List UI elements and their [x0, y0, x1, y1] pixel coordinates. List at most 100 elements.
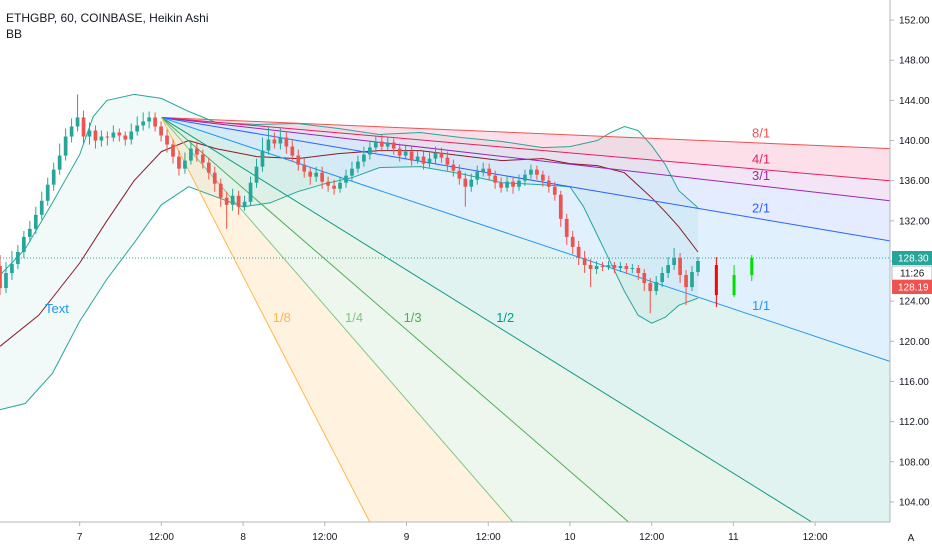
indicator-label[interactable]: BB [6, 27, 23, 41]
last-price-badge: 128.30 [898, 253, 929, 264]
price-tick-label: 136.00 [899, 176, 930, 187]
fan-label-1-1: 1/1 [752, 298, 770, 313]
time-tick-label: 7 [77, 532, 83, 543]
candle [338, 182, 342, 189]
candle [27, 228, 32, 237]
candle [541, 174, 545, 181]
candle [177, 156, 181, 169]
candle [33, 214, 38, 229]
candle [105, 136, 110, 138]
candle [672, 257, 676, 266]
candle [206, 162, 211, 173]
candle [529, 169, 533, 175]
candle [618, 266, 623, 269]
candle [552, 186, 557, 195]
candle [648, 283, 653, 292]
candle [93, 130, 98, 141]
candle [272, 139, 277, 144]
candle [183, 160, 187, 169]
legend: ETHGBP, 60, COINBASE, Heikin Ashi BB [6, 10, 209, 42]
candle [421, 156, 426, 164]
candle [546, 180, 551, 187]
text-annotation[interactable]: Text [45, 301, 69, 316]
candle [409, 151, 414, 161]
candle [230, 195, 235, 205]
candle [457, 170, 462, 179]
candle [350, 168, 354, 176]
candle [403, 151, 408, 156]
candle [260, 150, 265, 167]
candle [750, 257, 754, 276]
candle [523, 174, 527, 181]
candle [636, 268, 641, 274]
candle [87, 130, 92, 137]
candle [588, 265, 593, 270]
time-axis-bg [0, 522, 932, 550]
symbol-line[interactable]: ETHGBP, 60, COINBASE, Heikin Ashi [6, 11, 209, 25]
candle [558, 194, 563, 219]
candle [624, 266, 629, 270]
candle [266, 139, 271, 151]
fan-ray-1-8 [160, 117, 371, 523]
candle [397, 148, 402, 156]
candle [99, 136, 104, 141]
candle [236, 195, 241, 207]
price-axis[interactable]: 104.00 108.00 112.00 116.00 120.00 124.00 128.… [889, 0, 932, 550]
bollinger-bands [0, 93, 699, 411]
candle [320, 172, 324, 182]
current-price-badge-bg [892, 279, 932, 294]
candle [356, 161, 360, 169]
fan-label-2-1: 2/1 [752, 201, 770, 216]
candle [391, 142, 396, 149]
fan-label-1-8: 1/8 [273, 310, 291, 325]
candle [582, 257, 587, 266]
candle [248, 182, 253, 202]
candle [630, 268, 635, 270]
candle [684, 275, 688, 288]
candle [427, 158, 432, 164]
countdown-label: 11:26 [900, 268, 925, 279]
candle [379, 141, 384, 147]
candle [475, 171, 480, 180]
candle [81, 117, 86, 137]
candle [39, 200, 44, 215]
candle [254, 166, 259, 183]
time-axis[interactable]: 7 12:00 8 12:00 9 12:00 10 12:00 11 12:00 A [0, 521, 932, 550]
candle [242, 201, 247, 207]
candle [153, 117, 157, 127]
bb-basis [0, 139, 699, 347]
fan-fill-1-2 [161, 117, 890, 522]
fan-label-1-4: 1/4 [345, 310, 363, 325]
candle [159, 126, 163, 136]
time-tick-label: 12:00 [476, 532, 501, 543]
candle [445, 157, 450, 165]
candle [493, 175, 497, 183]
candle [642, 273, 647, 284]
bb-lower [0, 166, 699, 411]
candle [433, 152, 438, 159]
candle [344, 175, 348, 183]
candle [415, 156, 420, 161]
price-tick-label: 152.00 [899, 16, 930, 27]
candle [499, 182, 503, 188]
candle [606, 265, 611, 268]
price-tick-label: 104.00 [899, 497, 930, 508]
candle [218, 183, 223, 198]
fan-label-8-1: 8/1 [752, 126, 770, 141]
candle [481, 168, 486, 172]
candle [224, 197, 229, 205]
auto-scale-button[interactable]: A [908, 533, 915, 544]
candle [487, 168, 492, 176]
candle [314, 172, 319, 177]
candle [696, 261, 700, 273]
candle [0, 266, 2, 289]
price-tick-label: 132.00 [899, 216, 930, 227]
candle [576, 246, 581, 258]
candle [69, 126, 74, 137]
candle [511, 181, 515, 187]
candle [290, 146, 295, 156]
fan-fill-1-1 [161, 117, 890, 362]
price-tick-label: 108.00 [899, 457, 930, 468]
time-tick-label: 8 [240, 532, 246, 543]
